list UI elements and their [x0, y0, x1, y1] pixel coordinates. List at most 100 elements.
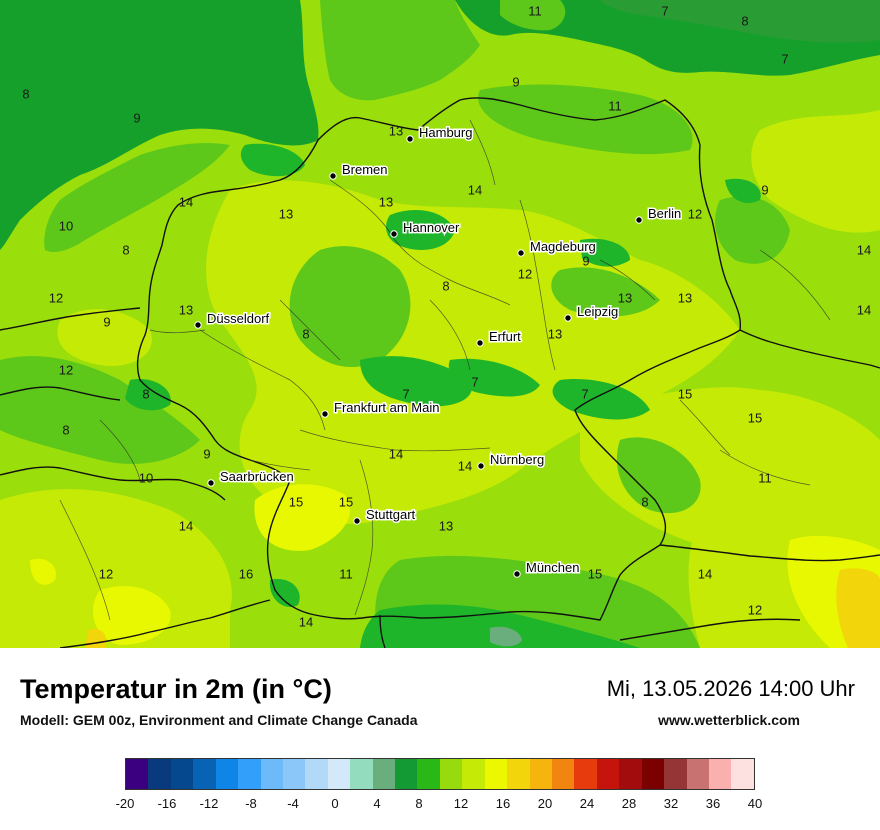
contour-label: 15 [678, 386, 692, 401]
contour-label: 13 [389, 123, 403, 138]
contour-label: 11 [758, 470, 772, 485]
contour-label: 7 [471, 374, 478, 389]
city-dot [329, 172, 337, 180]
contour-label: 9 [582, 253, 589, 268]
city-dot [406, 135, 414, 143]
contour-label: 7 [661, 3, 668, 18]
legend-swatch [574, 759, 597, 789]
contour-label: 10 [139, 470, 153, 485]
contour-label: 9 [512, 74, 519, 89]
city-dot [564, 314, 572, 322]
city-dot [390, 230, 398, 238]
danish-land [320, 0, 480, 101]
legend-swatch [238, 759, 261, 789]
legend-tick-label: 28 [621, 796, 637, 811]
legend-tick-label: 12 [453, 796, 469, 811]
city-label: Berlin [648, 206, 681, 221]
contour-label: 12 [688, 206, 702, 221]
legend-bar [125, 758, 755, 790]
contour-label: 14 [179, 194, 193, 209]
legend-swatch [552, 759, 575, 789]
contour-label: 13 [439, 518, 453, 533]
dutch-coast [44, 143, 230, 252]
contour-label: 15 [748, 410, 762, 425]
legend-tick-label: 32 [663, 796, 679, 811]
city-label: Stuttgart [366, 507, 416, 522]
contour-labels: 7 11 8 7 8 9 9 11 13 14 13 13 14 9 12 10 8 14 12 9 8 12 13 9 8 13… [22, 3, 871, 629]
legend-swatch [260, 759, 283, 789]
legend-tick-label: 24 [579, 796, 595, 811]
contour-label: 10 [59, 218, 73, 233]
legend-swatch [148, 759, 171, 789]
city-dot [207, 479, 215, 487]
contour-label: 12 [49, 290, 63, 305]
hottest-region [85, 568, 880, 648]
legend-tick-label: 8 [415, 796, 423, 811]
contour-label: 13 [618, 290, 632, 305]
legend-swatch [596, 759, 620, 789]
color-legend: -20 -16 -12 -8 -4 0 4 8 12 16 20 24 28 32 36 40 [116, 758, 762, 811]
city-dot [476, 339, 484, 347]
temperature-map: 7 11 8 7 8 9 9 11 13 14 13 13 14 9 12 10 8 14 12 9 8 12 13 9 8 13… [0, 0, 880, 648]
legend-swatch [193, 759, 216, 789]
legend-tick-label: -4 [287, 796, 299, 811]
legend-tick-label: 40 [747, 796, 763, 811]
contour-label: 13 [179, 302, 193, 317]
city-markers: Hamburg Bremen Berlin Hannover Magdeburg Düss… [194, 124, 683, 578]
legend-swatch [126, 759, 149, 789]
contour-label: 11 [528, 3, 542, 18]
contour-label: 15 [289, 494, 303, 509]
legend-swatch [664, 759, 687, 789]
contour-label: 7 [402, 386, 409, 401]
website-link[interactable]: www.wetterblick.com [658, 712, 800, 728]
legend-tick-label: 0 [331, 796, 339, 811]
legend-swatch [708, 759, 732, 789]
legend-swatch [215, 759, 239, 789]
city-dot [635, 216, 643, 224]
contour-label: 14 [468, 182, 482, 197]
contour-label: 15 [588, 566, 602, 581]
contour-label: 14 [299, 614, 313, 629]
city-label: Hannover [403, 220, 460, 235]
city-label: Saarbrücken [220, 469, 294, 484]
map-canvas: 7 11 8 7 8 9 9 11 13 14 13 13 14 9 12 10 8 14 12 9 8 12 13 9 8 13… [0, 0, 880, 648]
footer: Temperatur in 2m (in °C) Modell: GEM 00z… [0, 648, 880, 830]
legend-swatch [484, 759, 508, 789]
contour-label: 13 [279, 206, 293, 221]
alps [360, 604, 640, 648]
contour-label: 8 [122, 242, 129, 257]
legend-swatch [327, 759, 351, 789]
city-label: Erfurt [489, 329, 521, 344]
city-label: München [526, 560, 579, 575]
city-dot [477, 462, 485, 470]
contour-label: 8 [142, 386, 149, 401]
city-label: Magdeburg [530, 239, 596, 254]
city-label: Nürnberg [490, 452, 544, 467]
city-dot [513, 570, 521, 578]
contour-label: 9 [203, 446, 210, 461]
legend-swatch [350, 759, 373, 789]
legend-tick-label: 20 [537, 796, 553, 811]
state-borders [59, 119, 831, 621]
borders [0, 97, 880, 648]
contour-label: 12 [59, 362, 73, 377]
contour-label: 14 [857, 302, 871, 317]
contour-label: 9 [133, 110, 140, 125]
legend-swatch [686, 759, 709, 789]
contour-label: 12 [748, 602, 762, 617]
contour-label: 8 [22, 86, 29, 101]
city-dot [517, 249, 525, 257]
sea-lake [600, 0, 880, 43]
contour-label: 13 [379, 194, 393, 209]
north-sea [0, 0, 319, 250]
forecast-datetime: Mi, 13.05.2026 14:00 Uhr [606, 676, 855, 701]
contour-label: 14 [857, 242, 871, 257]
legend-tick-label: 36 [705, 796, 721, 811]
contour-label: 15 [339, 494, 353, 509]
city-dot [353, 517, 361, 525]
contour-label: 11 [608, 98, 622, 113]
city-label: Hamburg [419, 125, 472, 140]
city-label: Frankfurt am Main [334, 400, 439, 415]
legend-tick-label: -20 [115, 796, 135, 811]
contour-label: 8 [62, 422, 69, 437]
